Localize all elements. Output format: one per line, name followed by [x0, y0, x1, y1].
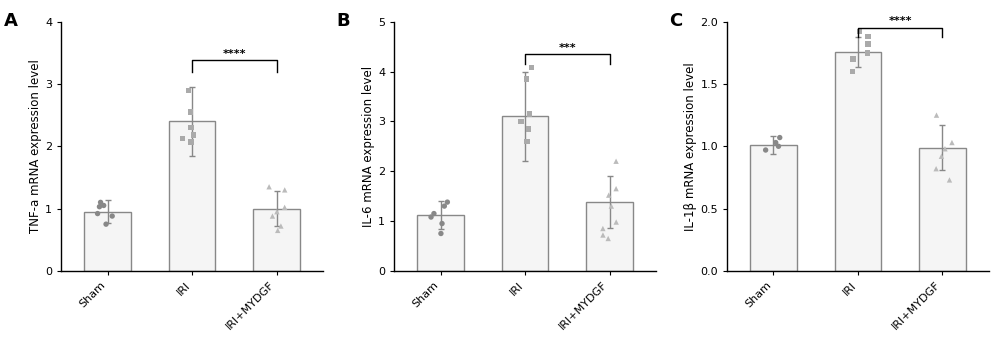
Bar — [84, 212, 131, 271]
Point — [433, 231, 449, 236]
Point — [98, 222, 114, 227]
Y-axis label: TNF-a mRNA expression level: TNF-a mRNA expression level — [29, 59, 42, 233]
Point — [423, 214, 439, 220]
Point — [175, 136, 191, 142]
Point — [768, 140, 784, 145]
Text: B: B — [337, 12, 350, 30]
Point — [104, 213, 120, 219]
Point — [603, 203, 619, 209]
Point — [772, 135, 788, 140]
Bar — [750, 145, 797, 271]
Point — [595, 226, 611, 231]
Point — [185, 132, 201, 138]
Point — [181, 87, 197, 93]
Point — [608, 219, 624, 225]
Point — [183, 139, 199, 145]
Point — [183, 125, 199, 130]
Point — [860, 34, 876, 39]
Point — [270, 228, 286, 233]
Point — [96, 203, 112, 208]
Text: A: A — [4, 12, 18, 30]
Point — [601, 192, 617, 198]
Point — [941, 177, 957, 183]
Bar — [502, 116, 548, 271]
Point — [600, 236, 616, 241]
Point — [944, 140, 960, 145]
Point — [436, 203, 452, 209]
Point — [521, 126, 537, 132]
Point — [91, 204, 107, 210]
Point — [183, 109, 199, 115]
Y-axis label: IL-6 mRNA expression level: IL-6 mRNA expression level — [362, 66, 375, 227]
Point — [90, 211, 106, 216]
Point — [434, 221, 450, 226]
Point — [277, 187, 293, 193]
Point — [933, 154, 949, 159]
Point — [522, 111, 538, 117]
Point — [595, 232, 611, 238]
Point — [929, 113, 945, 118]
Point — [851, 29, 867, 34]
Point — [608, 186, 624, 191]
Y-axis label: IL-1β mRNA expression level: IL-1β mRNA expression level — [684, 62, 697, 230]
Point — [523, 65, 539, 70]
Point — [844, 69, 860, 74]
Point — [758, 147, 774, 153]
Bar — [169, 121, 215, 271]
Text: ****: **** — [888, 16, 912, 26]
Text: ****: **** — [223, 49, 246, 59]
Bar — [919, 147, 966, 271]
Text: ***: *** — [559, 43, 576, 52]
Point — [928, 166, 944, 172]
Point — [860, 50, 876, 56]
Point — [845, 56, 861, 62]
Point — [261, 184, 277, 190]
Point — [269, 209, 285, 214]
Bar — [586, 202, 633, 271]
Bar — [417, 215, 464, 271]
Point — [426, 211, 442, 216]
Point — [264, 213, 280, 219]
Point — [513, 119, 529, 124]
Point — [608, 158, 624, 164]
Point — [770, 143, 786, 149]
Bar — [253, 209, 300, 271]
Point — [277, 204, 293, 210]
Point — [860, 42, 876, 47]
Text: C: C — [669, 12, 683, 30]
Point — [937, 146, 953, 152]
Point — [519, 139, 535, 144]
Point — [439, 199, 455, 205]
Point — [93, 200, 109, 205]
Point — [273, 223, 289, 229]
Point — [519, 76, 535, 82]
Bar — [835, 51, 881, 271]
